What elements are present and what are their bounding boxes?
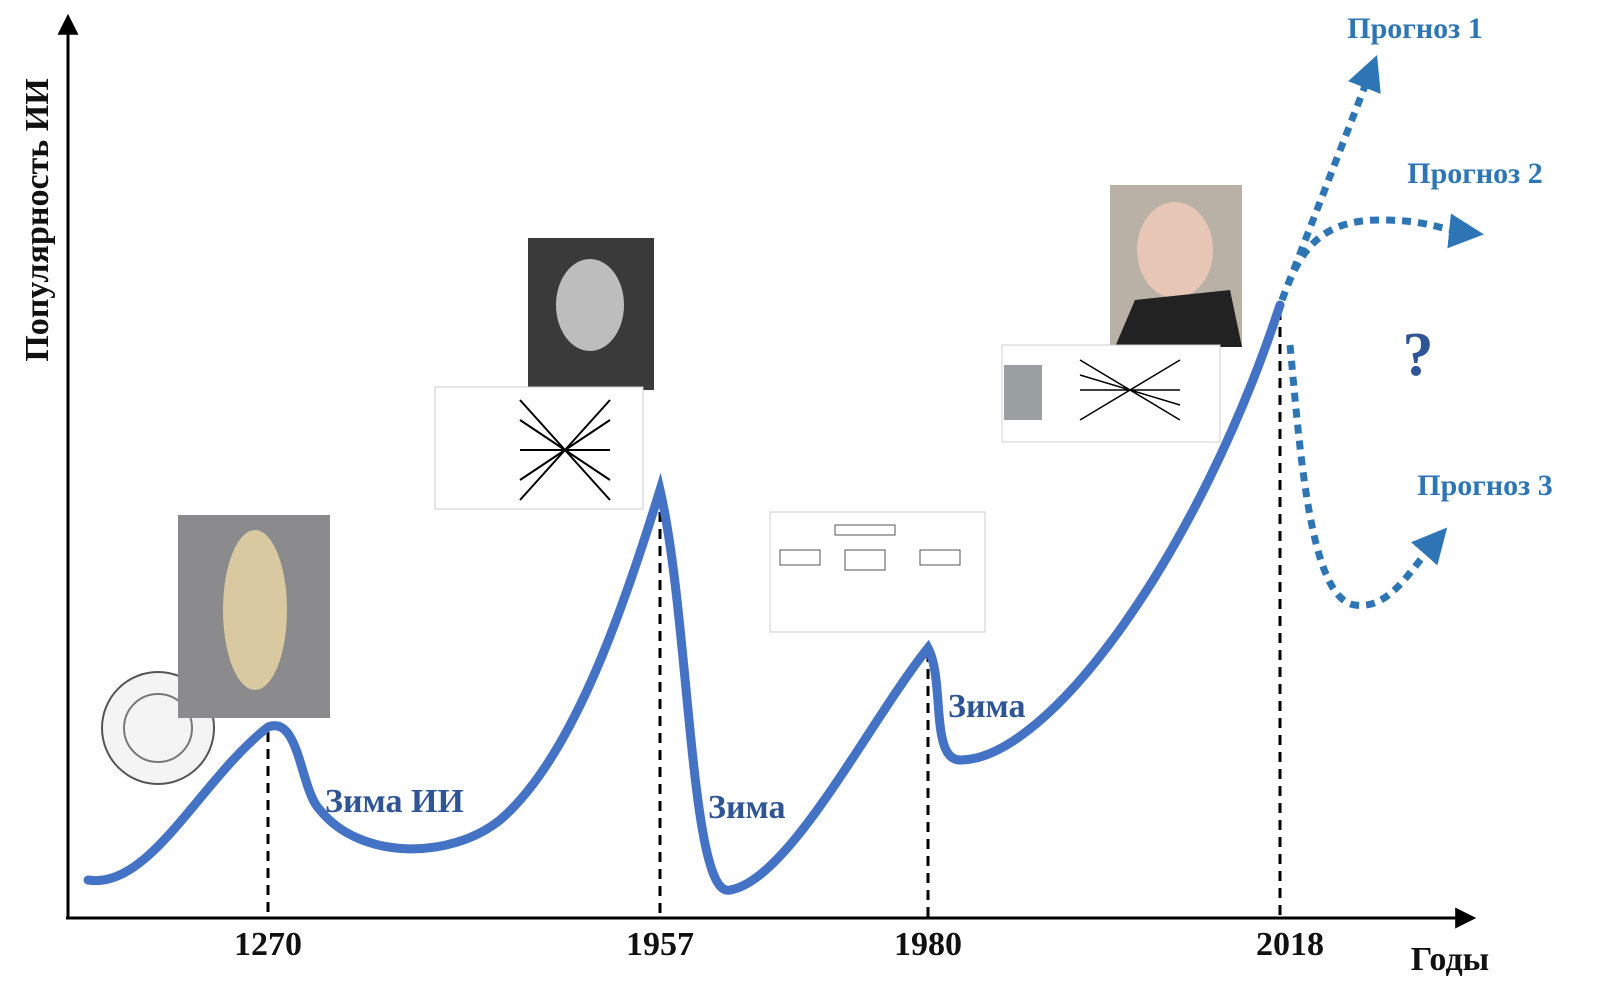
forecast-line [1278,213,1484,302]
question-mark: ? [1403,321,1434,389]
statue-figure [223,530,287,690]
portrait-suit [1115,290,1242,347]
winter-label: Зима ИИ [325,783,464,820]
forecast-label: Прогноз 3 [1417,469,1552,502]
astrolabe-ring [123,693,193,763]
network-input-image [1004,365,1042,420]
year-label: 1980 [894,926,962,963]
year-label: 1957 [626,926,694,963]
perceptron-scheme [434,386,644,510]
network-scheme [1001,344,1221,443]
forecast-label: Прогноз 2 [1407,157,1542,190]
network-lines [1079,359,1181,421]
scheme-boxes [779,524,961,571]
perceptron-lines [519,399,611,501]
forecast-line [1286,344,1448,609]
x-axis-label: Годы [1411,941,1489,978]
year-label: 1270 [234,926,302,963]
year-markers [266,310,1282,918]
y-axis-label: Популярность ИИ [19,78,56,361]
forecast-label: Прогноз 1 [1347,12,1482,45]
popularity-curve [83,300,1285,895]
year-label: 2018 [1256,926,1324,963]
portrait-face [1137,202,1213,298]
winter-label: Зима [708,789,785,826]
portrait-face [556,259,624,351]
pictures [101,185,1242,785]
forecast-lines [1278,54,1484,609]
winter-label: Зима [948,688,1025,725]
expert-system-scheme [769,511,986,633]
